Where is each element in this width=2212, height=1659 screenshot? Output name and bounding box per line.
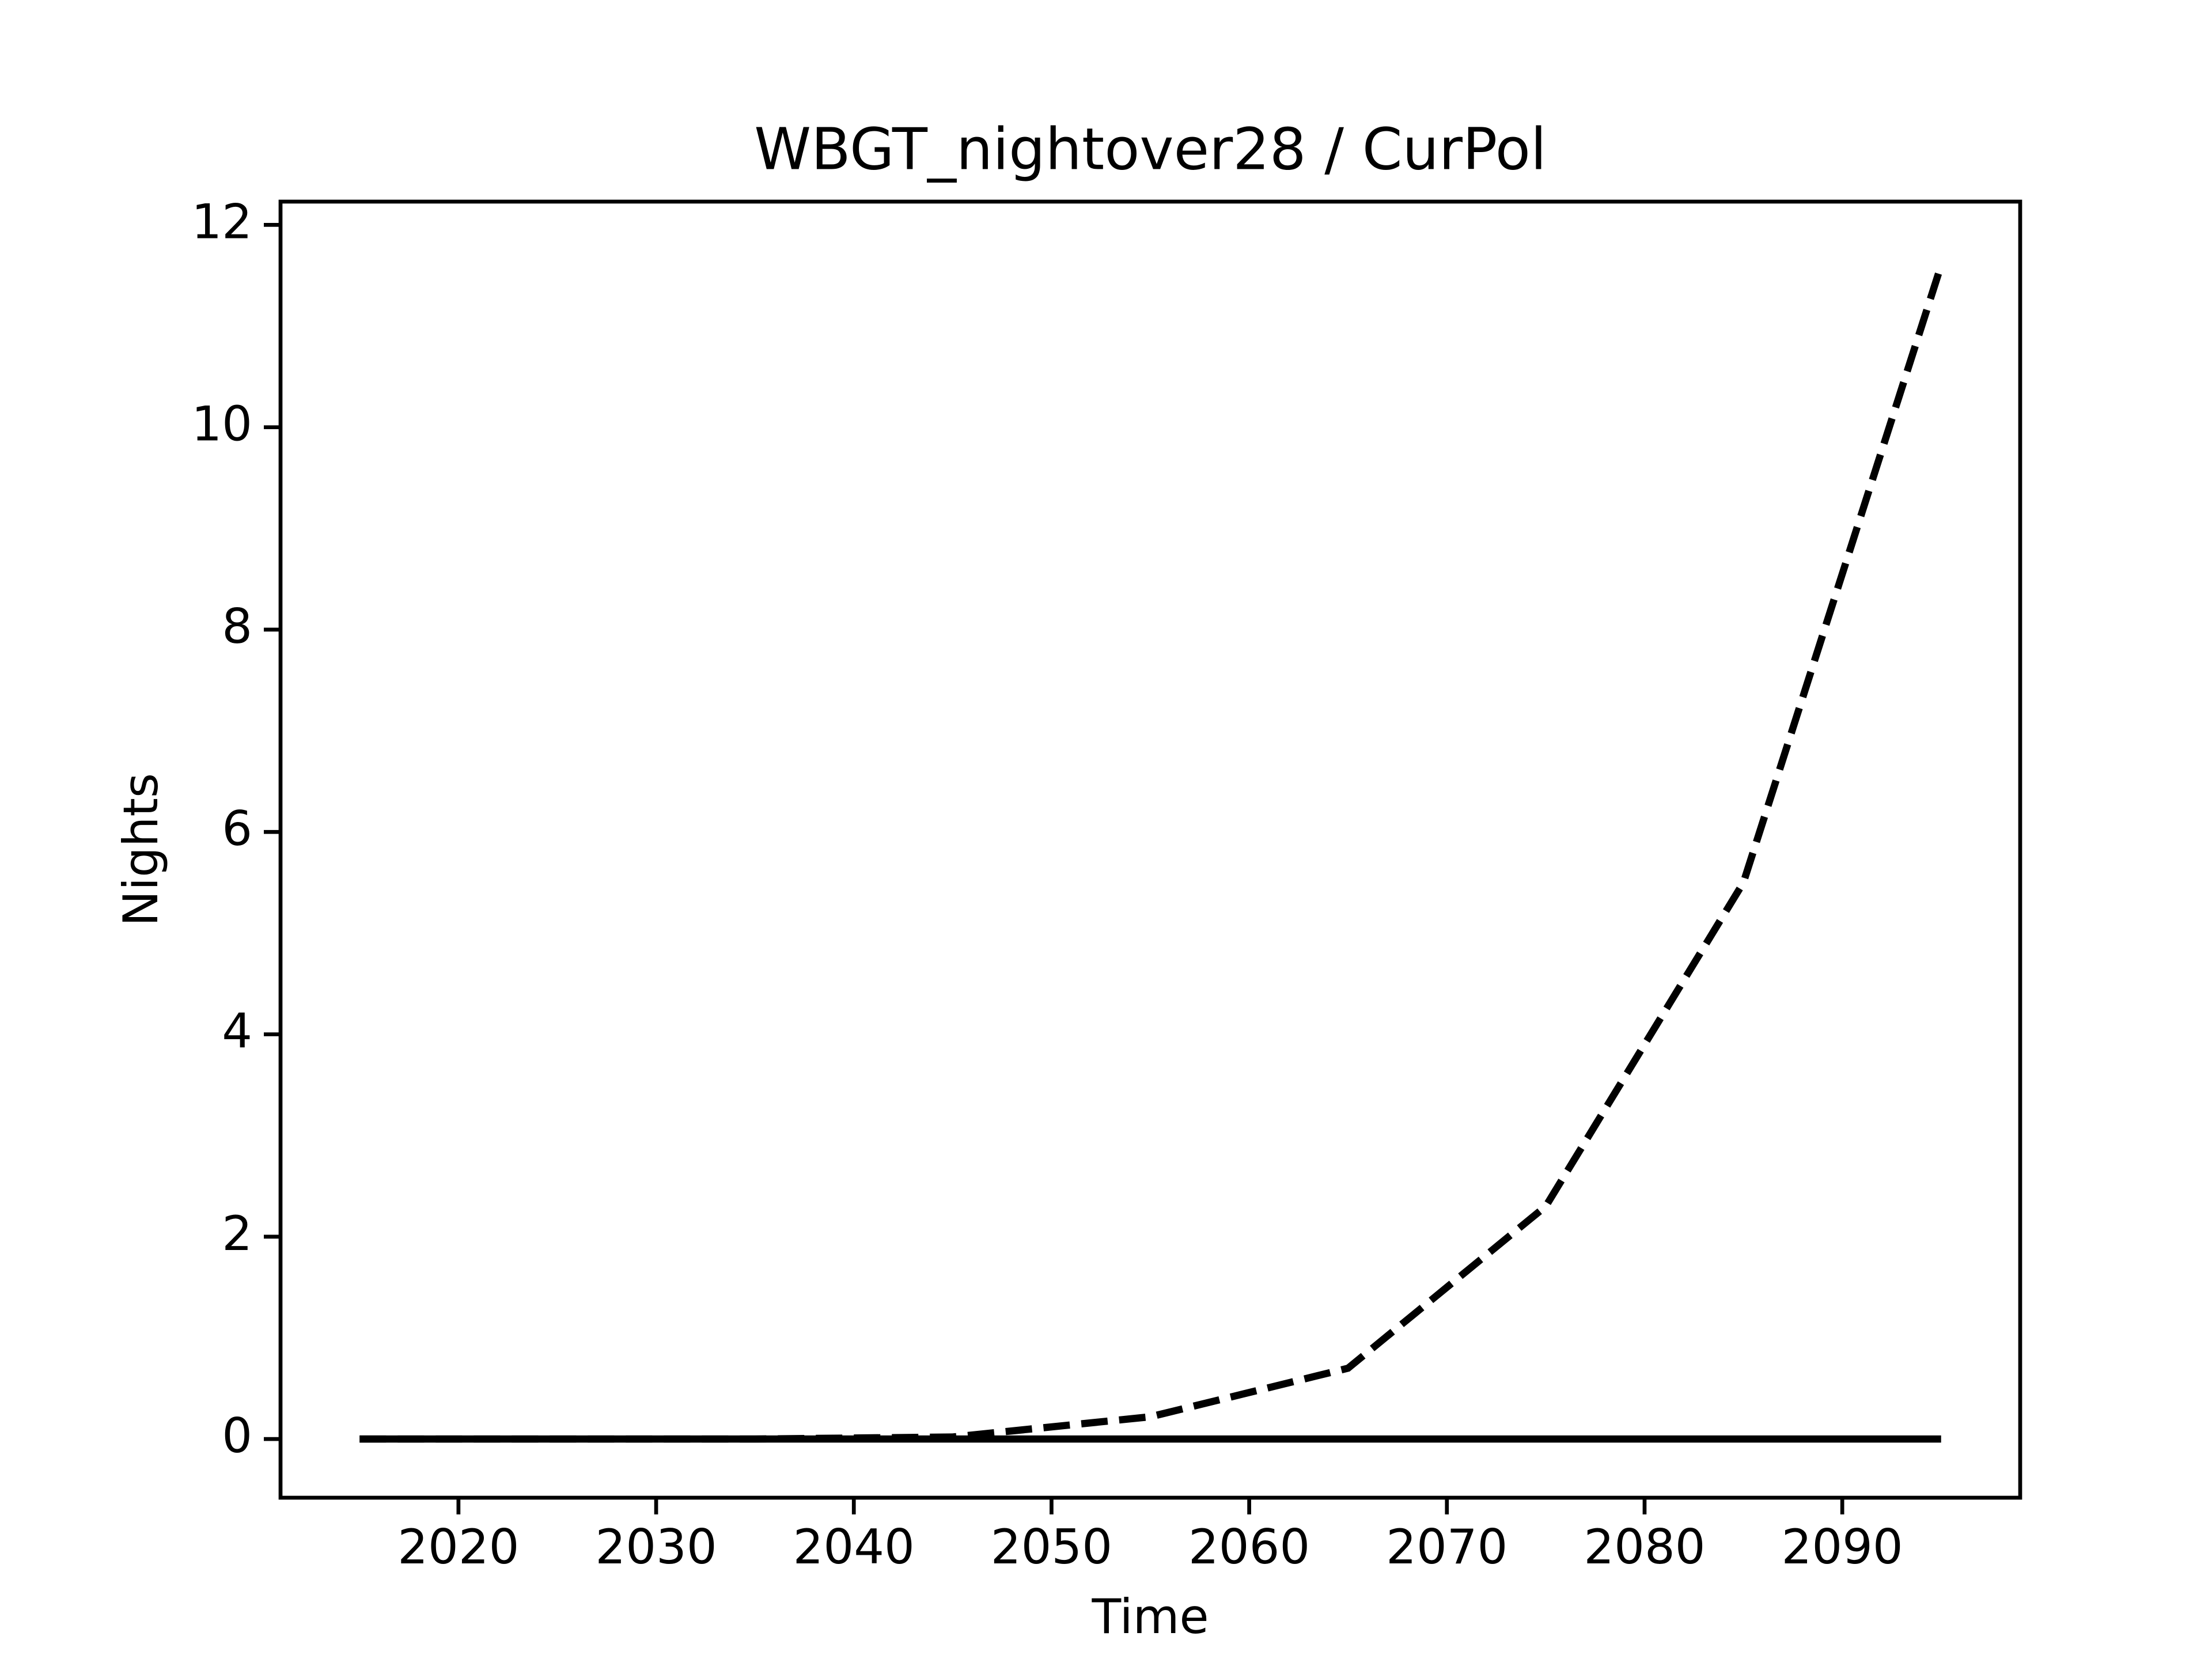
y-tick-label: 0 bbox=[222, 1408, 252, 1464]
y-axis-label: Nights bbox=[113, 773, 169, 926]
y-tick-label: 8 bbox=[222, 599, 252, 654]
y-tick-label: 10 bbox=[191, 396, 252, 452]
x-axis-label: Time bbox=[1091, 1589, 1209, 1645]
x-tick-label: 2090 bbox=[1782, 1519, 1903, 1575]
y-tick-label: 4 bbox=[222, 1003, 252, 1059]
chart-title: WBGT_nightover28 / CurPol bbox=[754, 115, 1547, 183]
x-tick-label: 2060 bbox=[1188, 1519, 1310, 1575]
x-tick-label: 2070 bbox=[1386, 1519, 1508, 1575]
plot-frame bbox=[278, 199, 2022, 1500]
x-tick-label: 2080 bbox=[1584, 1519, 1705, 1575]
x-tick-label: 2030 bbox=[595, 1519, 717, 1575]
y-tick-label: 2 bbox=[222, 1206, 252, 1262]
data-line bbox=[359, 264, 1945, 1443]
x-tick-label: 2020 bbox=[397, 1519, 519, 1575]
y-tick-label: 6 bbox=[222, 801, 252, 857]
x-tick-label: 2050 bbox=[991, 1519, 1112, 1575]
x-tick-label: 2040 bbox=[793, 1519, 915, 1575]
y-tick-label: 12 bbox=[191, 194, 252, 249]
